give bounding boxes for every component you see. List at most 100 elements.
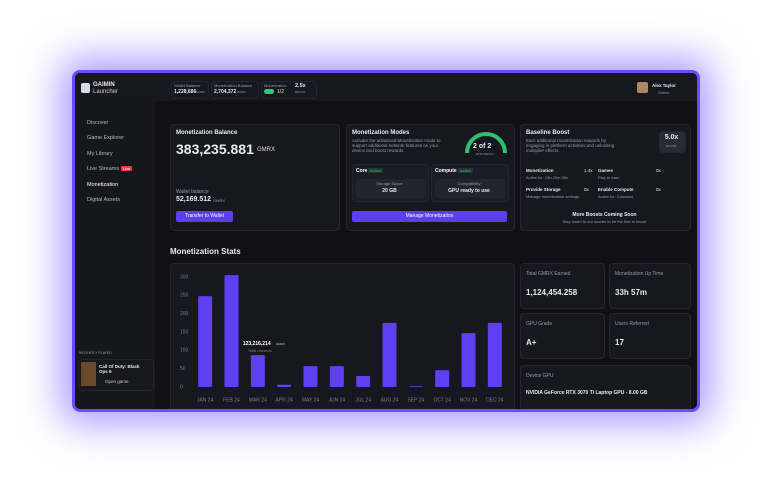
x-tick-label: JUN 24	[328, 397, 345, 403]
x-tick-label: JUL 24	[355, 397, 371, 403]
mode-name: Core	[356, 168, 368, 174]
bar	[303, 366, 318, 387]
balance-card	[170, 124, 340, 231]
bar	[329, 366, 344, 387]
y-tick-label: 300	[180, 274, 189, 280]
logo	[81, 83, 90, 93]
bar	[224, 275, 239, 387]
wallet-unit: GMRX	[213, 198, 225, 203]
app-name: GAIMIN	[93, 82, 115, 88]
avatar[interactable]	[637, 82, 648, 93]
nav-item[interactable]: Discover	[87, 120, 109, 126]
stat-card	[520, 313, 605, 359]
stat-value: 33h 57m	[615, 288, 648, 297]
boost-label: BOOST	[295, 90, 306, 94]
mon-balance-label: Monetization Balance	[214, 83, 253, 88]
y-tick-label: 100	[180, 348, 189, 354]
nav-item[interactable]: Game Explorer	[87, 135, 124, 141]
sidebar	[75, 101, 155, 409]
app-window: GAIMIN Launcher Wallet Balance 1,228,686…	[72, 70, 700, 412]
mode-name: Compute	[435, 168, 457, 174]
y-tick-label: 250	[180, 293, 189, 299]
boost-detail: Play to earn	[598, 175, 620, 180]
bar	[487, 322, 502, 387]
x-tick-label: APR 24	[276, 397, 293, 403]
nav-item[interactable]: Monetization	[87, 182, 119, 188]
gauge	[465, 132, 507, 154]
monetization-label: Monetization	[264, 83, 287, 88]
app-subtitle: Launcher	[93, 89, 119, 95]
stat-value: A+	[526, 338, 537, 347]
y-tick-label: 150	[180, 329, 189, 335]
user-status: Online	[658, 90, 670, 95]
x-tick-label: AUG 24	[381, 397, 399, 403]
stat-label: Users Referred	[615, 321, 649, 327]
open-game[interactable]: Open game	[105, 379, 129, 384]
detail-value: 20 GB	[382, 188, 397, 194]
wallet-label: Wallet balance	[176, 189, 209, 195]
x-tick-label: FEB 24	[223, 397, 240, 403]
boost-value: 0x	[656, 187, 661, 192]
boost-name: Enable Compute	[598, 187, 634, 192]
boost-name: Provide Storage	[526, 187, 561, 192]
mode-detail	[356, 179, 425, 198]
multiplier-label: BOOST	[666, 144, 677, 148]
mon-balance-value: 2,704,372	[214, 89, 237, 95]
x-tick-label: MAY 24	[302, 397, 320, 403]
stat-label: Total GMRX Earned	[526, 271, 571, 277]
boost-name: Monetization	[526, 168, 554, 173]
mode-status: Active	[458, 168, 473, 173]
bar	[198, 296, 213, 387]
y-tick-label: 200	[180, 311, 189, 317]
wallet-amount: 52,169.512	[176, 196, 212, 203]
game-cover	[81, 362, 96, 386]
bar	[435, 370, 450, 387]
bar	[250, 355, 265, 387]
transfer-button[interactable]: Transfer to Wallet	[176, 211, 233, 222]
stat-card	[609, 313, 691, 359]
monetization-box[interactable]	[261, 81, 317, 99]
chart: 0 50 100 150 200 250 300 JAN 24 FEB 24 MAR 24 APR …	[180, 274, 504, 403]
gauge-value: 2 of 2	[473, 143, 492, 150]
wallet-label: Wallet Balance	[174, 83, 201, 88]
toggle[interactable]	[264, 89, 274, 94]
boost-name: Games	[598, 168, 614, 173]
detail-label: Compatibility	[457, 181, 481, 186]
device-label: Device GPU	[526, 373, 554, 379]
boost-value: 2.5x	[295, 83, 306, 89]
mode-status: Active	[368, 168, 383, 173]
nav-item[interactable]: My Library	[87, 151, 113, 157]
mon-balance-unit: GMRX	[237, 90, 246, 94]
stat-label: GPU Grade	[526, 321, 553, 327]
bar	[356, 376, 371, 387]
boost-value: 0x	[656, 168, 661, 173]
nav-item[interactable]: Digital Assets	[87, 197, 121, 203]
boost-detail: Manage monetization settings	[526, 194, 580, 199]
tooltip-label: Total rewards	[248, 348, 272, 353]
monetization-state: 1/2	[277, 89, 284, 95]
stat-card	[609, 263, 691, 309]
boost-value: 0x	[584, 187, 589, 192]
top-bar	[75, 73, 697, 101]
boost-detail: Active for: Constant	[598, 194, 633, 199]
mon-balance-box	[211, 81, 259, 99]
detail-label: Storage Space	[376, 181, 403, 186]
x-tick-label: MAR 24	[249, 397, 267, 403]
bar	[382, 322, 397, 387]
user-name: Alex Taylor	[652, 83, 676, 88]
recent-label: RECENTLY PLAYED	[79, 351, 112, 355]
stat-label: Monetization Up Time	[615, 271, 664, 277]
gauge-label: EFFICIENCY	[476, 152, 494, 156]
x-tick-label: SEP 24	[407, 397, 424, 403]
nav-item[interactable]: Live Streams	[87, 166, 120, 172]
detail-value: GPU ready to use	[448, 188, 490, 194]
balance-amount: 383,235.881	[176, 141, 254, 157]
card-title: Monetization Modes	[352, 130, 410, 136]
manage-button[interactable]: Manage Monetization	[352, 211, 507, 222]
x-tick-label: NOV 24	[460, 397, 478, 403]
tooltip-value: 123,216,214	[243, 341, 271, 347]
boost-value: 1.4x	[584, 168, 593, 173]
tooltip-unit: GMRX	[276, 342, 285, 346]
game-title: Call Of Duty: Black Ops 6	[99, 364, 140, 374]
